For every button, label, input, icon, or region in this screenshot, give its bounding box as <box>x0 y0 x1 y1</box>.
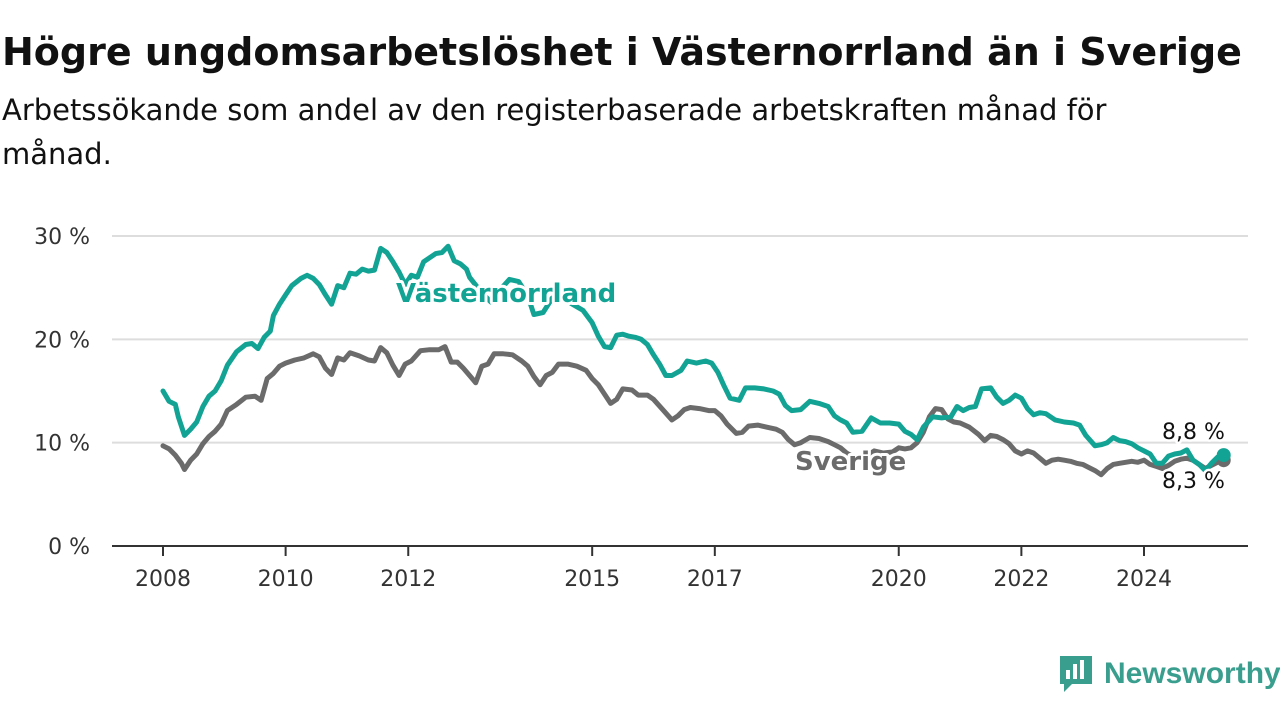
x-tick-label: 2008 <box>135 567 191 592</box>
x-tick-label: 2017 <box>687 567 743 592</box>
y-tick-label: 10 % <box>34 432 90 457</box>
series-line-vasternorrland <box>160 243 1227 474</box>
end-point-vasternorrland <box>1216 448 1231 463</box>
end-label-sverige: 8,3 % <box>1162 469 1225 494</box>
series-line-sverige <box>160 344 1227 478</box>
x-tick-label: 2024 <box>1116 567 1172 592</box>
gridlines <box>112 235 1248 444</box>
x-tick-label: 2010 <box>258 567 314 592</box>
series-label-vasternorrland: Västernorrland <box>396 279 616 309</box>
newsworthy-logo[interactable]: Newsworthy <box>1058 654 1280 694</box>
x-tick-label: 2020 <box>871 567 927 592</box>
y-tick-label: 20 % <box>34 328 90 353</box>
y-tick-label: 30 % <box>34 225 90 250</box>
x-tick-label: 2012 <box>380 567 436 592</box>
y-axis: 0 % 10 % 20 % 30 % <box>34 225 90 560</box>
series-label-sverige: Sverige <box>795 447 906 477</box>
chart-subtitle: Arbetssökande som andel av den registerb… <box>2 93 1107 171</box>
chart-title: Högre ungdomsarbetslöshet i Västernorrla… <box>2 30 1242 74</box>
end-label-vasternorrland: 8,8 % <box>1162 420 1225 445</box>
x-tick-label: 2015 <box>564 567 620 592</box>
x-axis: 2008 2010 2012 2015 2017 2020 2022 2024 <box>112 545 1248 592</box>
series-lines <box>160 243 1231 478</box>
newsworthy-logo-icon <box>1060 656 1092 692</box>
x-tick-label: 2022 <box>993 567 1049 592</box>
series-labels: Västernorrland Sverige 8,8 % 8,3 % <box>393 276 1227 497</box>
y-tick-label: 0 % <box>48 535 90 560</box>
brand-name: Newsworthy <box>1104 657 1280 690</box>
